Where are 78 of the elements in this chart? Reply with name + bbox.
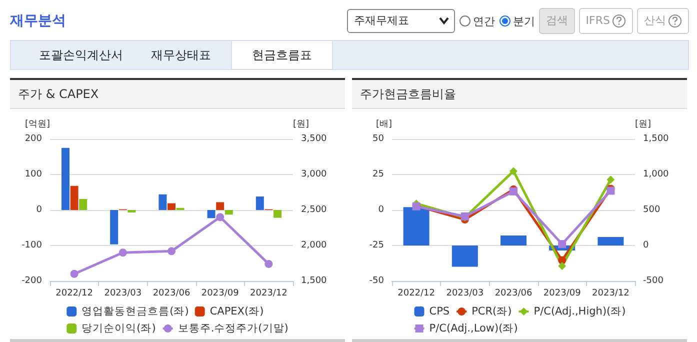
chart-title: 주가현금흐름비율 bbox=[352, 80, 687, 109]
legend-label: CAPEX(좌) bbox=[210, 306, 264, 318]
x-tick-label: 2023/09 bbox=[543, 288, 582, 298]
point bbox=[264, 260, 273, 268]
y-tick-label: -25 bbox=[369, 240, 384, 250]
x-tick-label: 2023/12 bbox=[250, 288, 288, 298]
point bbox=[118, 248, 127, 257]
y-axis-title: [억원] bbox=[24, 120, 50, 130]
legend-label: P/C(Adj.,Low)(좌) bbox=[429, 322, 518, 334]
legend-label: 영업활동현금흐름(좌) bbox=[82, 306, 189, 318]
x-tick-label: 2023/06 bbox=[152, 288, 190, 298]
bar bbox=[216, 202, 224, 210]
bar bbox=[500, 236, 526, 246]
bar bbox=[256, 196, 264, 210]
y2-tick-label: 2,000 bbox=[301, 240, 328, 250]
y-tick-label: 0 bbox=[378, 205, 384, 215]
y2-axis-title: [원] bbox=[635, 120, 652, 130]
y-tick-label: 50 bbox=[372, 134, 384, 144]
bar bbox=[224, 210, 233, 215]
legend-label: 당기순이익(좌) bbox=[82, 322, 156, 334]
point bbox=[558, 240, 566, 248]
bar bbox=[70, 186, 78, 210]
bar bbox=[168, 203, 176, 210]
point bbox=[70, 270, 78, 278]
x-tick-label: 2022/12 bbox=[56, 288, 93, 298]
text: 산식 bbox=[637, 8, 689, 34]
y2-tick-label: 0 bbox=[643, 240, 649, 250]
bar bbox=[110, 210, 118, 244]
text: 재무분석 bbox=[10, 12, 66, 30]
x-tick-label: 2023/12 bbox=[592, 288, 630, 298]
point bbox=[558, 262, 566, 270]
y-tick-label: -50 bbox=[369, 276, 384, 286]
legend-label: 보통주.수정주가(기말) bbox=[178, 322, 288, 334]
y2-tick-label: -500 bbox=[643, 276, 664, 286]
bar bbox=[79, 198, 88, 210]
y2-axis-title: [원] bbox=[293, 120, 310, 130]
text: 분기 bbox=[512, 14, 535, 28]
y-tick-label: -200 bbox=[22, 276, 42, 286]
x-tick-label: 2023/03 bbox=[446, 288, 484, 298]
x-tick-label: 2023/03 bbox=[104, 288, 142, 298]
x-tick-label: 2023/09 bbox=[201, 288, 240, 298]
y2-tick-label: 3,000 bbox=[301, 170, 328, 180]
y-tick-label: 25 bbox=[372, 170, 384, 180]
y2-tick-label: 2,500 bbox=[301, 205, 328, 215]
y-tick-label: 0 bbox=[36, 205, 42, 215]
bar bbox=[403, 207, 430, 246]
point bbox=[216, 213, 224, 222]
text: 현금흐름표 bbox=[231, 41, 333, 69]
bar bbox=[62, 148, 70, 210]
y2-tick-label: 3,500 bbox=[301, 134, 328, 144]
y-tick-label: 100 bbox=[24, 170, 42, 180]
y2-tick-label: 500 bbox=[643, 205, 660, 215]
text: IFRS bbox=[578, 8, 633, 34]
text: 포괄손익계산서 bbox=[38, 47, 124, 64]
text: 재무상태표 bbox=[150, 47, 212, 64]
text: 주재무제표 bbox=[346, 9, 455, 33]
text: 검색 bbox=[538, 8, 575, 34]
y-tick-label: -100 bbox=[22, 240, 42, 250]
bar bbox=[274, 210, 282, 218]
legend-label: P/C(Adj.,High)(좌) bbox=[534, 306, 626, 318]
y2-tick-label: 1,500 bbox=[643, 134, 670, 144]
bar bbox=[452, 246, 478, 267]
y2-tick-label: 1,500 bbox=[301, 276, 328, 286]
bar bbox=[158, 194, 167, 210]
bar bbox=[207, 210, 216, 218]
y-axis-title: [배] bbox=[376, 120, 392, 130]
bar bbox=[598, 236, 624, 246]
x-tick-label: 2022/12 bbox=[398, 288, 435, 298]
point bbox=[168, 247, 176, 256]
legend-label: PCR(좌) bbox=[472, 306, 512, 318]
y-tick-label: 200 bbox=[24, 134, 42, 144]
chart-title: 주가 & CAPEX bbox=[10, 80, 345, 109]
point bbox=[606, 176, 615, 184]
point bbox=[510, 167, 518, 176]
x-tick-label: 2023/06 bbox=[494, 288, 532, 298]
legend-label: CPS bbox=[429, 306, 450, 318]
text: 연간 bbox=[472, 14, 495, 28]
y2-tick-label: 1,000 bbox=[643, 170, 670, 180]
